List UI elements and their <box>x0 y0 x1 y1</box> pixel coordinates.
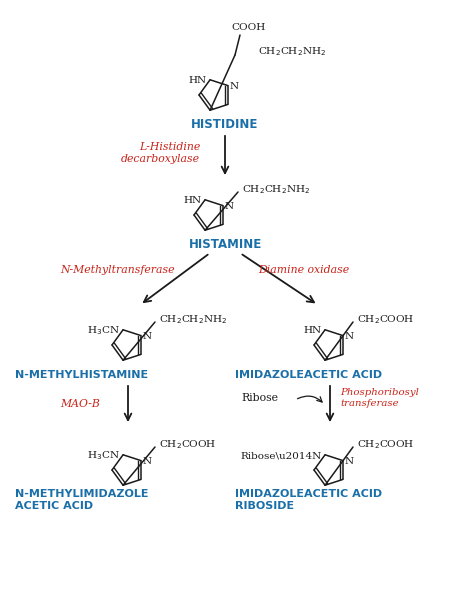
Text: N: N <box>143 332 152 341</box>
Text: MAO-B: MAO-B <box>60 399 100 409</box>
Text: CH$_2$COOH: CH$_2$COOH <box>159 439 216 451</box>
Text: CH$_2$CH$_2$NH$_2$: CH$_2$CH$_2$NH$_2$ <box>242 184 310 196</box>
Text: Ribose\u2014N: Ribose\u2014N <box>241 451 322 460</box>
Text: N-Methyltransferase: N-Methyltransferase <box>60 265 175 275</box>
Text: Ribose: Ribose <box>241 393 278 403</box>
Text: N-METHYLHISTAMINE: N-METHYLHISTAMINE <box>15 370 148 380</box>
Text: CH$_2$CH$_2$NH$_2$: CH$_2$CH$_2$NH$_2$ <box>159 314 227 326</box>
Text: N: N <box>345 332 354 341</box>
Text: Phosphoribosyl
transferase: Phosphoribosyl transferase <box>340 388 419 408</box>
Text: HISTIDINE: HISTIDINE <box>191 118 259 131</box>
Text: N-METHYLIMIDAZOLE
ACETIC ACID: N-METHYLIMIDAZOLE ACETIC ACID <box>15 489 148 511</box>
Text: L-Histidine
decarboxylase: L-Histidine decarboxylase <box>121 142 200 164</box>
Text: N: N <box>143 457 152 466</box>
Text: H$_3$CN: H$_3$CN <box>87 325 120 337</box>
Text: HN: HN <box>304 326 322 335</box>
Text: N: N <box>225 202 234 211</box>
Text: HN: HN <box>184 196 202 205</box>
Text: CH$_2$CH$_2$NH$_2$: CH$_2$CH$_2$NH$_2$ <box>258 46 326 58</box>
Text: HN: HN <box>189 76 207 85</box>
Text: N: N <box>230 82 239 91</box>
Text: COOH: COOH <box>231 23 265 32</box>
Text: HISTAMINE: HISTAMINE <box>189 238 261 251</box>
Text: Diamine oxidase: Diamine oxidase <box>258 265 349 275</box>
Text: IMIDAZOLEACETIC ACID
RIBOSIDE: IMIDAZOLEACETIC ACID RIBOSIDE <box>235 489 382 511</box>
Text: CH$_2$COOH: CH$_2$COOH <box>357 439 414 451</box>
Text: H$_3$CN: H$_3$CN <box>87 449 120 462</box>
Text: IMIDAZOLEACETIC ACID: IMIDAZOLEACETIC ACID <box>235 370 382 380</box>
Text: CH$_2$COOH: CH$_2$COOH <box>357 314 414 326</box>
Text: N: N <box>345 457 354 466</box>
